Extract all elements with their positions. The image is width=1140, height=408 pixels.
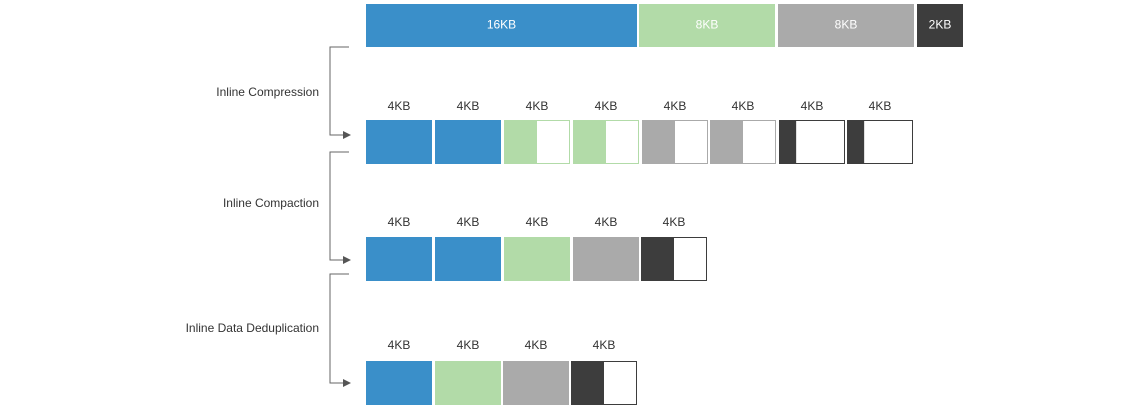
block-fill	[641, 237, 674, 281]
block-size-label: 4KB	[388, 215, 411, 229]
block-fill	[573, 120, 606, 164]
block-fill	[504, 120, 537, 164]
block-size-label: 4KB	[457, 338, 480, 352]
block-size-label: 4KB	[663, 215, 686, 229]
block-fill	[571, 361, 604, 405]
block-fill	[779, 120, 797, 164]
block-fill	[710, 120, 743, 164]
stage-label: Inline Compaction	[223, 196, 319, 210]
block-size-label: 16KB	[487, 18, 516, 32]
block-size-label: 4KB	[593, 338, 616, 352]
source-block	[778, 4, 914, 47]
block-fill	[642, 120, 675, 164]
block-size-label: 4KB	[732, 99, 755, 113]
block-fill	[435, 361, 501, 405]
block-fill	[847, 120, 865, 164]
source-block	[639, 4, 775, 47]
block-fill	[366, 120, 432, 164]
block-size-label: 4KB	[526, 215, 549, 229]
block-size-label: 4KB	[664, 99, 687, 113]
block-size-label: 4KB	[457, 215, 480, 229]
block-fill	[366, 237, 432, 281]
block-fill	[435, 120, 501, 164]
block-size-label: 4KB	[525, 338, 548, 352]
block-size-label: 4KB	[388, 338, 411, 352]
block-size-label: 4KB	[869, 99, 892, 113]
block-fill	[366, 361, 432, 405]
block-size-label: 8KB	[835, 18, 858, 32]
block-size-label: 4KB	[526, 99, 549, 113]
block-size-label: 8KB	[696, 18, 719, 32]
block-size-label: 4KB	[595, 215, 618, 229]
block-size-label: 4KB	[457, 99, 480, 113]
block-fill	[435, 237, 501, 281]
stage-label: Inline Compression	[216, 85, 319, 99]
block-fill	[503, 361, 569, 405]
block-size-label: 4KB	[388, 99, 411, 113]
block-fill	[573, 237, 639, 281]
block-size-label: 4KB	[595, 99, 618, 113]
block-fill	[504, 237, 570, 281]
flow-brackets	[329, 46, 351, 387]
block-size-label: 2KB	[929, 18, 952, 32]
source-block	[366, 4, 637, 47]
source-block	[917, 4, 963, 47]
stage-label: Inline Data Deduplication	[186, 321, 319, 335]
block-size-label: 4KB	[801, 99, 824, 113]
